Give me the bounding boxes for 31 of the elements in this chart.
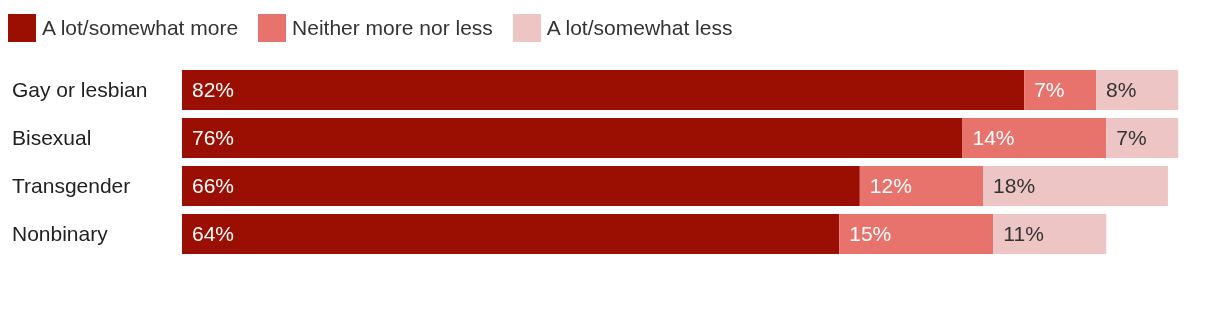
legend-label: A lot/somewhat less xyxy=(546,16,733,40)
legend-label: A lot/somewhat more xyxy=(42,16,239,40)
y-tick-label: Nonbinary xyxy=(12,222,109,245)
data-label: 76% xyxy=(192,126,235,149)
legend-label: Neither more nor less xyxy=(292,16,493,40)
data-label: 14% xyxy=(972,126,1015,149)
data-label: 11% xyxy=(1003,222,1044,245)
bar xyxy=(993,214,1107,254)
data-label: 66% xyxy=(192,174,235,197)
bar xyxy=(859,166,984,206)
y-tick-label: Gay or lesbian xyxy=(12,78,148,101)
bar xyxy=(182,166,860,206)
bar xyxy=(182,70,1025,110)
data-label: 82% xyxy=(192,78,235,101)
bar xyxy=(182,214,840,254)
data-label: 7% xyxy=(1034,78,1065,101)
y-tick-label: Transgender xyxy=(12,174,131,197)
bar xyxy=(1024,70,1097,110)
data-label: 7% xyxy=(1116,126,1147,149)
data-label: 8% xyxy=(1106,78,1137,101)
y-tick-label: Bisexual xyxy=(12,126,92,149)
bar xyxy=(983,166,1168,206)
data-label: 18% xyxy=(993,174,1036,197)
data-label: 64% xyxy=(192,222,235,245)
bar xyxy=(182,118,963,158)
bar xyxy=(839,214,994,254)
data-label: 15% xyxy=(849,222,892,245)
bar xyxy=(962,118,1107,158)
bar xyxy=(1096,70,1179,110)
bar xyxy=(1106,118,1179,158)
data-label: 12% xyxy=(869,174,912,197)
